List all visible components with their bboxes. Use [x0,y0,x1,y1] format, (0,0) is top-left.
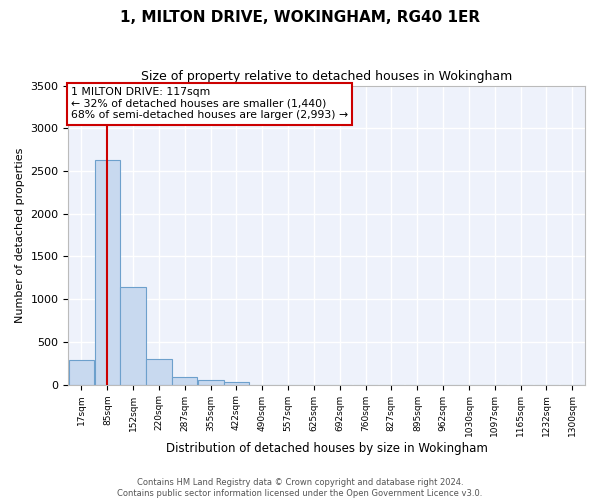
Bar [224,382,249,384]
Text: 1 MILTON DRIVE: 117sqm
← 32% of detached houses are smaller (1,440)
68% of semi-: 1 MILTON DRIVE: 117sqm ← 32% of detached… [71,87,348,120]
Bar [172,377,197,384]
Text: Contains HM Land Registry data © Crown copyright and database right 2024.
Contai: Contains HM Land Registry data © Crown c… [118,478,482,498]
Text: 1, MILTON DRIVE, WOKINGHAM, RG40 1ER: 1, MILTON DRIVE, WOKINGHAM, RG40 1ER [120,10,480,25]
Bar [121,287,146,384]
Title: Size of property relative to detached houses in Wokingham: Size of property relative to detached ho… [141,70,512,83]
Bar [146,359,172,384]
Bar [68,360,94,384]
X-axis label: Distribution of detached houses by size in Wokingham: Distribution of detached houses by size … [166,442,488,455]
Bar [95,160,120,384]
Y-axis label: Number of detached properties: Number of detached properties [15,148,25,323]
Bar [198,380,224,384]
